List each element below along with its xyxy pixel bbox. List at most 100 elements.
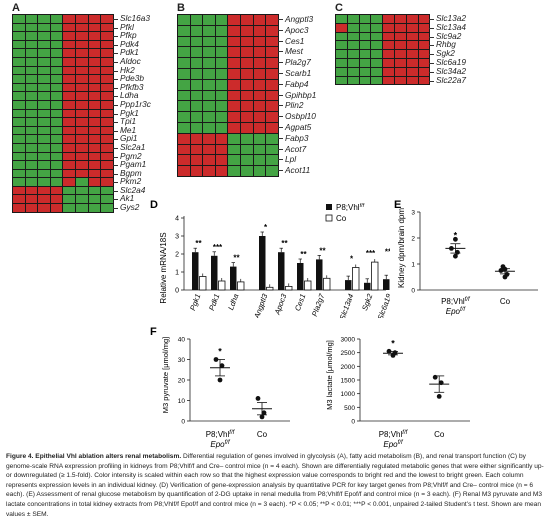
- data-point: [453, 236, 458, 242]
- heatmap-cell: [75, 143, 89, 153]
- data-point: [213, 357, 219, 362]
- heatmap-cell: [203, 36, 216, 48]
- gene-label: Slc6a19: [429, 56, 466, 67]
- plot-lactate: 0 500 1000 1500 2000 2500 3000 * P8;Vhlf/fEpof/f…: [341, 337, 470, 449]
- bar-black: [383, 279, 390, 290]
- heatmap-cell: [394, 32, 407, 42]
- gene-label: Me1: [113, 126, 151, 135]
- heatmap-cell: [13, 135, 26, 144]
- group-label-control: Co: [257, 430, 268, 439]
- heatmap-cell: [25, 152, 39, 162]
- significance-label: ***: [366, 249, 376, 258]
- heatmap-cell: [371, 76, 384, 86]
- bar-black: [278, 252, 285, 290]
- gene-label: Agpat5: [277, 122, 316, 133]
- gene-label: Plin2: [277, 100, 316, 111]
- heatmap-cell: [228, 90, 241, 102]
- heatmap-cell: [228, 25, 241, 37]
- panel-letter-d: D: [150, 199, 158, 211]
- heatmap-cell: [50, 152, 64, 162]
- y-tick-label: 1000: [341, 391, 356, 398]
- heatmap-cell: [240, 166, 254, 177]
- heatmap-cell: [88, 75, 102, 84]
- heatmap-cell: [253, 15, 267, 26]
- heatmap-cell: [25, 143, 39, 153]
- heatmap-cell: [38, 15, 51, 24]
- bar-black: [364, 282, 371, 290]
- heatmap-cell: [88, 186, 102, 196]
- heatmap-cell: [178, 15, 191, 26]
- heatmap-cell: [101, 152, 114, 162]
- heatmap-cell: [203, 47, 216, 59]
- heatmap-cell: [75, 195, 89, 205]
- y-tick-label: 2: [411, 236, 415, 243]
- significance-label: **: [281, 239, 288, 248]
- heatmap-cell: [394, 58, 407, 68]
- chart-2dg-uptake: E Kidney dpm/brain dpm 0 1 2 3 * P8;Vhlf/fEpo…: [394, 199, 538, 316]
- heatmap-cell: [215, 122, 229, 134]
- bar-white: [304, 280, 312, 291]
- bar-black: [345, 280, 352, 290]
- heatmap-cell: [63, 49, 76, 58]
- significance-label: ***: [385, 247, 390, 256]
- heatmap-cell: [63, 57, 76, 67]
- y-tick-label: 20: [178, 378, 186, 385]
- heatmap-cell: [75, 100, 89, 110]
- heatmap-cell: [228, 144, 241, 156]
- data-point: [261, 410, 267, 416]
- heatmap-cell: [228, 68, 241, 80]
- heatmap-cell: [13, 204, 26, 213]
- heatmap-cell: [38, 66, 51, 76]
- heatmap-cell: [50, 32, 64, 41]
- significance-label: **: [233, 254, 240, 263]
- heatmap-cell: [75, 57, 89, 67]
- heatmap-cell: [240, 133, 254, 145]
- heatmap-cell: [394, 67, 407, 77]
- heatmap-cell: [266, 47, 279, 59]
- heatmap-cell: [63, 32, 76, 41]
- gene-label: Pfkfb3: [113, 83, 151, 92]
- y-tick-label: 1500: [341, 378, 356, 385]
- heatmap-cell: [101, 75, 114, 84]
- heatmap-cell: [178, 155, 191, 167]
- heatmap-cell: [75, 118, 89, 127]
- heatmap-cell: [347, 50, 360, 59]
- heatmap-cell: [50, 161, 64, 170]
- y-tick-label: 0: [411, 288, 415, 295]
- gene-label: Slc34a2: [429, 65, 466, 76]
- legend-swatch-black: [326, 204, 332, 210]
- gene-label: Apoc3: [277, 25, 316, 36]
- heatmap-cell: [266, 79, 279, 91]
- data-point: [449, 246, 454, 251]
- heatmap-cell: [228, 47, 241, 59]
- figure-caption: Figure 4. Epithelial Vhl ablation alters…: [6, 452, 548, 519]
- heatmap-cell: [50, 49, 64, 58]
- heatmap-cell: [240, 47, 254, 59]
- heatmap-cell: [359, 23, 372, 33]
- heatmap-cell: [63, 23, 76, 33]
- bar-black: [192, 252, 199, 290]
- gene-label: Hk2: [113, 65, 151, 75]
- heatmap-cell: [336, 50, 348, 59]
- heatmap-cell: [203, 122, 216, 134]
- heatmap-fatty-acid: [177, 14, 279, 177]
- heatmap-cell: [190, 15, 204, 26]
- data-point: [217, 377, 223, 383]
- heatmap-cell: [50, 57, 64, 67]
- heatmap-cell: [88, 204, 102, 213]
- x-tick-label: Ces1: [293, 293, 307, 313]
- heatmap-cell: [38, 186, 51, 196]
- gene-label: Ces1: [277, 36, 316, 47]
- x-tick-label: Ldha: [226, 293, 240, 312]
- heatmap-cell: [190, 101, 204, 113]
- gene-label: Ldha: [113, 91, 151, 100]
- heatmap-cell: [190, 155, 204, 167]
- heatmap-cell: [347, 15, 360, 24]
- heatmap-cell: [75, 32, 89, 41]
- heatmap-cell: [13, 49, 26, 58]
- heatmap-cell: [38, 169, 51, 179]
- heatmap-cell: [101, 135, 114, 144]
- heatmap-cell: [253, 144, 267, 156]
- gene-label: Pgk1: [113, 108, 151, 118]
- data-point: [455, 249, 460, 255]
